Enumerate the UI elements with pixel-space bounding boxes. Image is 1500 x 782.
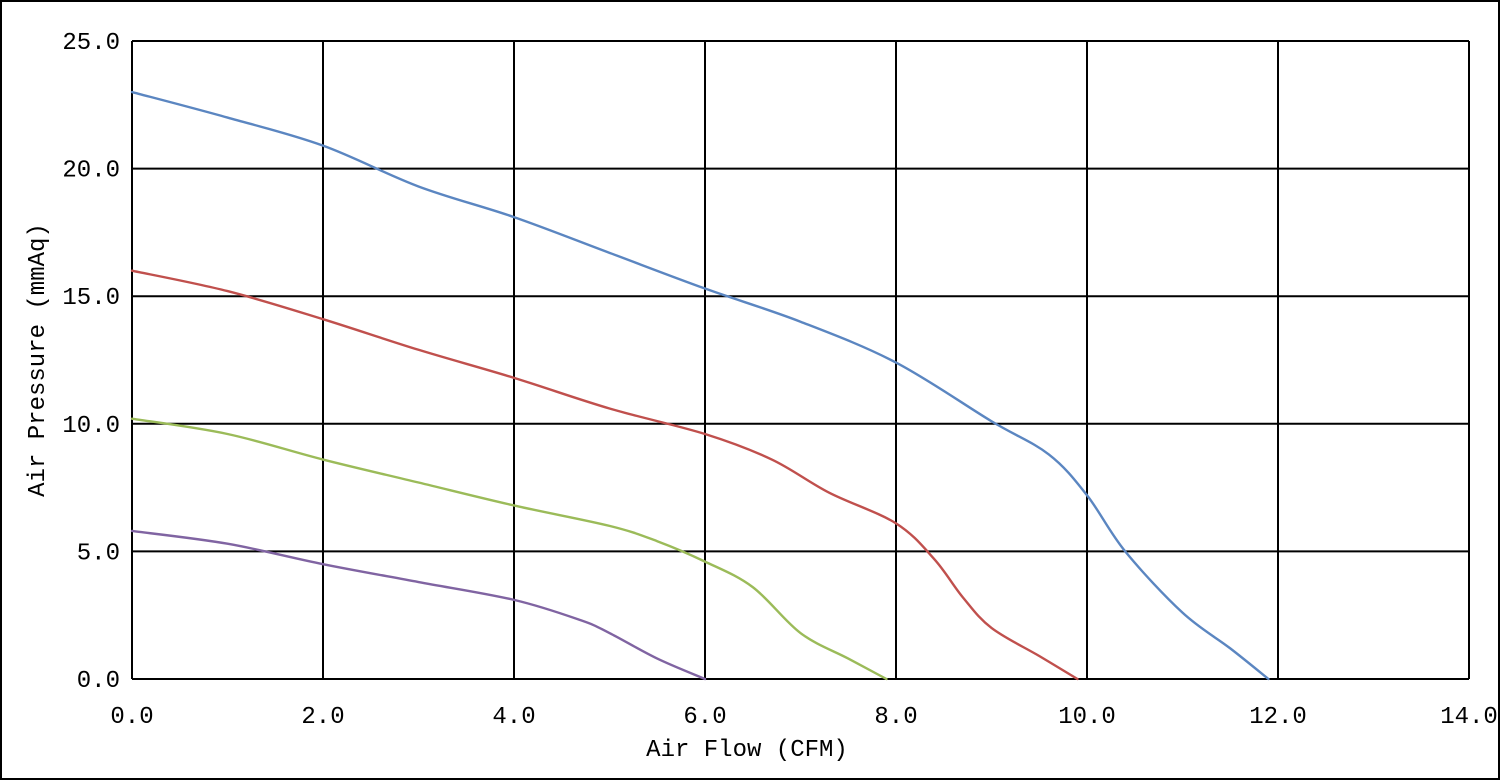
- x-axis-title: Air Flow (CFM): [646, 737, 848, 764]
- y-tick-labels: 0.0 5.0 10.0 15.0 20.0 25.0: [62, 30, 120, 695]
- x-tick-label: 8.0: [874, 704, 917, 731]
- x-tick-label: 10.0: [1058, 704, 1116, 731]
- grid: [131, 40, 1470, 680]
- y-tick-label: 0.0: [77, 668, 120, 695]
- series-line-3: [130, 417, 888, 681]
- series-line-1: [130, 90, 1270, 681]
- x-tick-label: 12.0: [1249, 704, 1307, 731]
- series-line-4: [130, 529, 707, 681]
- x-tick-label: 14.0: [1440, 704, 1498, 731]
- y-tick-label: 25.0: [62, 30, 120, 57]
- y-axis-title: Air Pressure (mmAq): [25, 223, 52, 497]
- x-tick-label: 4.0: [492, 704, 535, 731]
- x-tick-label: 0.0: [110, 704, 153, 731]
- y-tick-label: 15.0: [62, 285, 120, 312]
- y-tick-label: 5.0: [77, 540, 120, 567]
- series-line-2: [130, 269, 1079, 681]
- y-tick-label: 10.0: [62, 413, 120, 440]
- x-tick-label: 2.0: [301, 704, 344, 731]
- x-tick-labels: 0.0 2.0 4.0 6.0 8.0 10.0 12.0 14.0: [110, 704, 1497, 731]
- y-tick-label: 20.0: [62, 158, 120, 185]
- x-tick-label: 6.0: [683, 704, 726, 731]
- series-layer: [130, 90, 1270, 681]
